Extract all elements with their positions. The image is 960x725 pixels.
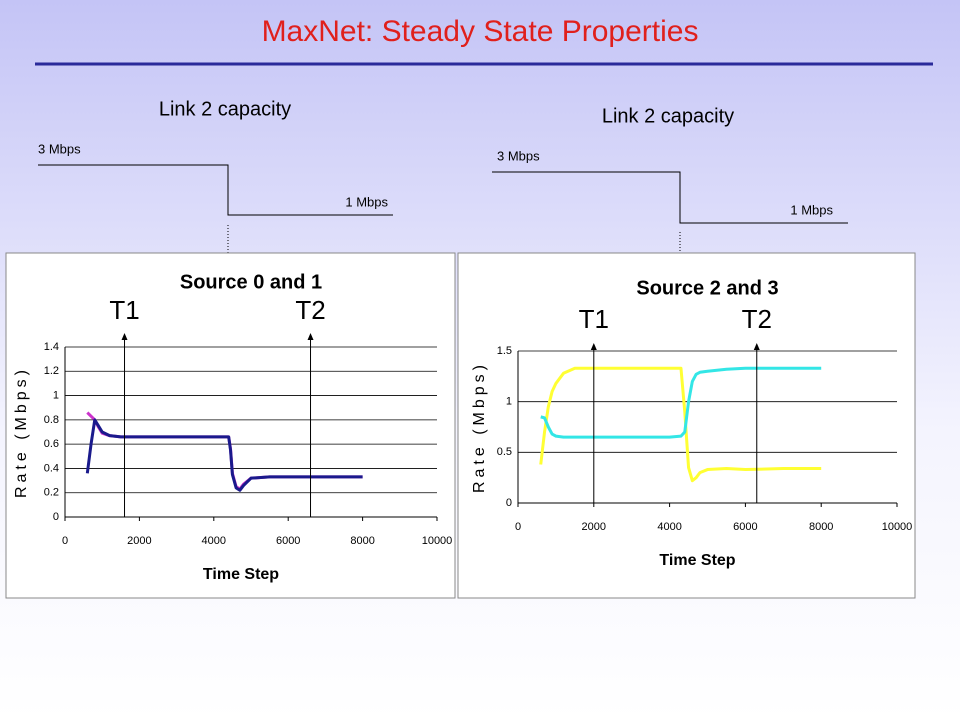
capacity-step bbox=[38, 164, 393, 216]
x-tick-label: 10000 bbox=[882, 521, 913, 533]
annotation-label: T1 bbox=[109, 295, 139, 325]
arrow-head bbox=[121, 333, 128, 340]
y-tick-label: 0.6 bbox=[44, 438, 59, 450]
x-tick-label: 2000 bbox=[127, 535, 151, 547]
slide-title: MaxNet: Steady State Properties bbox=[262, 15, 699, 48]
y-axis-label: Rate (Mbps) bbox=[13, 366, 30, 498]
chart-frame bbox=[5, 252, 456, 599]
y-tick-label: 0.2 bbox=[44, 487, 59, 499]
chart: Source 0 and 1 Time Step Rate (Mbps) 0 0.2 0.… bbox=[5, 252, 456, 599]
capacity-label: Link 2 capacity bbox=[159, 98, 291, 120]
y-tick-label: 1.2 bbox=[44, 365, 59, 377]
x-tick-label: 2000 bbox=[582, 521, 606, 533]
y-tick-label: 1.5 bbox=[497, 345, 512, 357]
x-tick-label: 4000 bbox=[202, 535, 226, 547]
chart-title: Source 2 and 3 bbox=[636, 277, 778, 299]
x-tick-label: 0 bbox=[515, 521, 521, 533]
annotation-label: T2 bbox=[295, 295, 325, 325]
annotation-label: T2 bbox=[742, 304, 772, 334]
y-axis-label: Rate (Mbps) bbox=[471, 361, 488, 493]
arrow-head bbox=[590, 343, 597, 350]
series-line bbox=[540, 366, 822, 439]
chart: Source 2 and 3 Time Step Rate (Mbps) 0 0.5 1 1… bbox=[457, 252, 916, 599]
y-tick-label: 0.5 bbox=[497, 446, 512, 458]
chart-title: Source 0 and 1 bbox=[180, 271, 322, 293]
capacity-high: 3 Mbps bbox=[38, 141, 81, 156]
series-line bbox=[85, 418, 363, 492]
y-tick-label: 1.4 bbox=[44, 341, 59, 353]
x-tick-label: 8000 bbox=[350, 535, 374, 547]
x-tick-label: 0 bbox=[62, 535, 68, 547]
y-tick-label: 1 bbox=[53, 389, 59, 401]
capacity-high: 3 Mbps bbox=[497, 148, 540, 163]
x-tick-label: 4000 bbox=[657, 521, 681, 533]
x-tick-label: 8000 bbox=[809, 521, 833, 533]
x-tick-label: 6000 bbox=[276, 535, 300, 547]
y-tick-label: 0.8 bbox=[44, 414, 59, 426]
y-tick-label: 0 bbox=[53, 511, 59, 523]
x-axis-label: Time Step bbox=[203, 566, 279, 583]
y-tick-label: 0 bbox=[506, 497, 512, 509]
x-tick-label: 6000 bbox=[733, 521, 757, 533]
arrow-head bbox=[307, 333, 314, 340]
capacity-step bbox=[492, 171, 848, 224]
capacity-label: Link 2 capacity bbox=[602, 105, 734, 127]
capacity-low: 1 Mbps bbox=[790, 202, 833, 217]
series-line bbox=[539, 366, 822, 483]
charts: Source 0 and 1 Time Step Rate (Mbps) 0 0.2 0.… bbox=[5, 252, 916, 599]
arrow-head bbox=[753, 343, 760, 350]
y-tick-label: 1 bbox=[506, 396, 512, 408]
x-axis-label: Time Step bbox=[659, 552, 735, 569]
annotation-label: T1 bbox=[579, 304, 609, 334]
y-tick-label: 0.4 bbox=[44, 462, 59, 474]
x-tick-label: 10000 bbox=[422, 535, 453, 547]
capacity-low: 1 Mbps bbox=[345, 194, 388, 209]
